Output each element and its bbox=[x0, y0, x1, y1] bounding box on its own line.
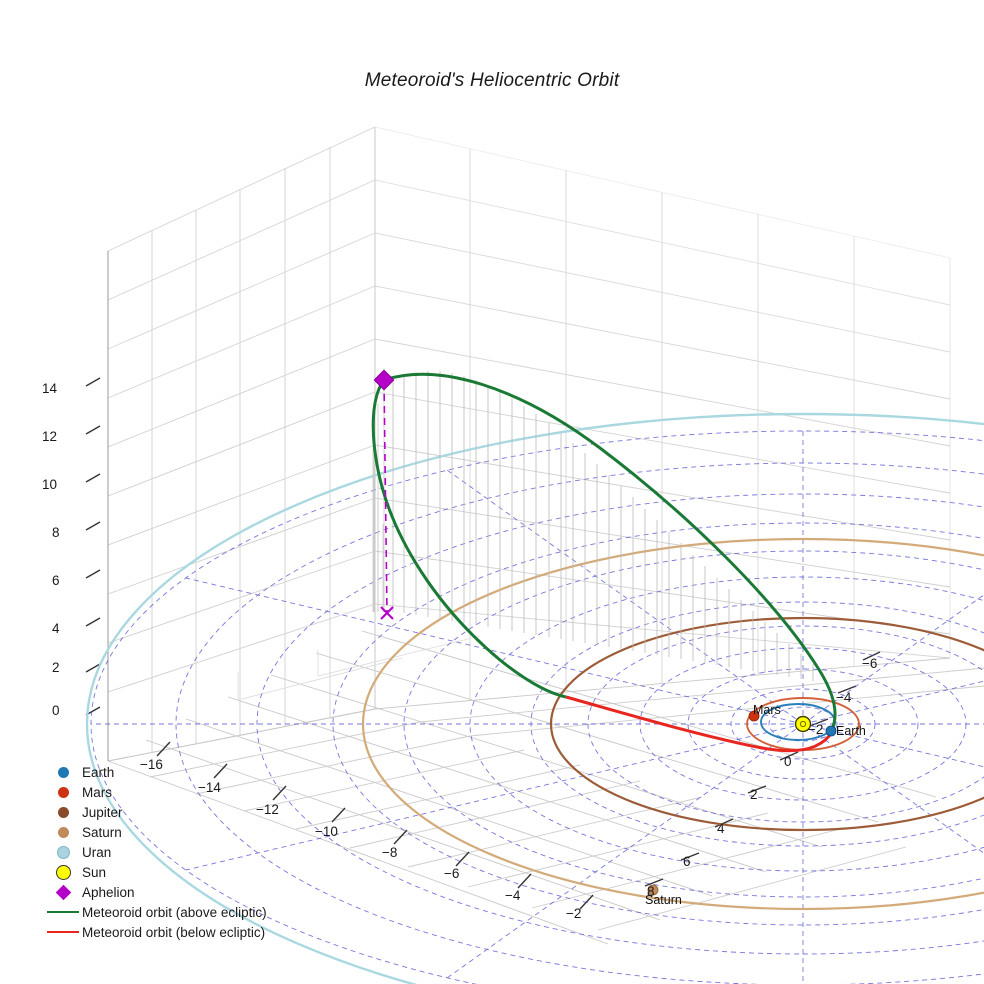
y-tick-4: 4 bbox=[717, 821, 725, 836]
uranus-marker-icon bbox=[44, 845, 82, 859]
y-tick-2: 2 bbox=[750, 787, 758, 802]
pane-left-wall bbox=[107, 126, 376, 762]
legend-item-aphelion[interactable]: Aphelion bbox=[44, 882, 344, 902]
axis-spines bbox=[85, 251, 881, 910]
pane-right-wall bbox=[374, 126, 951, 709]
y-tick-m6: −6 bbox=[862, 656, 878, 671]
y-tick-m4: −4 bbox=[836, 690, 852, 705]
x-tick-m14: −14 bbox=[198, 780, 221, 795]
aphelion-marker bbox=[373, 369, 395, 391]
aphelion-drop-line bbox=[383, 381, 388, 613]
legend-label-orbit-below: Meteoroid orbit (below ecliptic) bbox=[82, 924, 266, 940]
x-tick-m2: −2 bbox=[566, 906, 582, 921]
z-tick-14: 14 bbox=[42, 381, 58, 396]
x-tick-m8: −8 bbox=[382, 845, 398, 860]
y-tick-6: 6 bbox=[683, 854, 691, 869]
legend-label-uranus: Uran bbox=[82, 844, 112, 860]
legend-item-sun[interactable]: Sun bbox=[44, 862, 344, 882]
marker-saturn bbox=[647, 884, 659, 896]
legend: Earth Mars Jupiter Saturn Uran bbox=[44, 762, 344, 942]
meteoroid-orbit-below-ecliptic bbox=[565, 695, 834, 753]
body-label-saturn: Saturn bbox=[645, 893, 682, 907]
y-tick-0: 0 bbox=[784, 754, 792, 769]
z-tick-8: 8 bbox=[52, 525, 60, 540]
polar-grid bbox=[90, 430, 984, 984]
mars-marker-icon bbox=[44, 786, 82, 798]
green-line-icon bbox=[44, 911, 82, 913]
red-line-icon bbox=[44, 931, 82, 933]
legend-item-uranus[interactable]: Uran bbox=[44, 842, 344, 862]
orbit-projection-stems bbox=[372, 371, 814, 681]
legend-item-orbit-above[interactable]: Meteoroid orbit (above ecliptic) bbox=[44, 902, 344, 922]
legend-item-orbit-below[interactable]: Meteoroid orbit (below ecliptic) bbox=[44, 922, 344, 942]
legend-label-aphelion: Aphelion bbox=[82, 884, 135, 900]
saturn-marker-icon bbox=[44, 826, 82, 838]
legend-label-saturn: Saturn bbox=[82, 824, 122, 840]
legend-label-jupiter: Jupiter bbox=[82, 804, 123, 820]
legend-item-earth[interactable]: Earth bbox=[44, 762, 344, 782]
legend-label-mars: Mars bbox=[82, 784, 112, 800]
aphelion-ground-marker bbox=[380, 606, 394, 620]
marker-mars bbox=[748, 710, 760, 722]
legend-item-jupiter[interactable]: Jupiter bbox=[44, 802, 344, 822]
x-tick-m6: −6 bbox=[444, 866, 460, 881]
jupiter-marker-icon bbox=[44, 806, 82, 818]
sun-marker-icon bbox=[44, 864, 82, 880]
z-tick-2: 2 bbox=[52, 660, 60, 675]
x-tick-m4: −4 bbox=[505, 888, 521, 903]
x-tick-m16: −16 bbox=[140, 757, 163, 772]
pane-floor-shelf bbox=[237, 635, 481, 701]
z-tick-0: 0 bbox=[52, 703, 60, 718]
chart-title: Meteoroid's Heliocentric Orbit bbox=[364, 70, 620, 91]
x-tick-m12: −12 bbox=[256, 802, 279, 817]
z-tick-10: 10 bbox=[42, 477, 58, 492]
legend-item-mars[interactable]: Mars bbox=[44, 782, 344, 802]
y-tick-8: 8 bbox=[647, 884, 655, 899]
aphelion-diamond-icon bbox=[44, 884, 82, 900]
marker-sun bbox=[794, 715, 812, 733]
orbit-uranus bbox=[86, 412, 984, 984]
legend-label-sun: Sun bbox=[82, 864, 107, 880]
x-tick-m10: −10 bbox=[315, 824, 338, 839]
legend-label-orbit-above: Meteoroid orbit (above ecliptic) bbox=[82, 904, 267, 920]
body-label-mars: Mars bbox=[753, 703, 781, 717]
z-tick-12: 12 bbox=[42, 429, 58, 444]
body-label-earth: Earth bbox=[836, 724, 866, 738]
orbit-saturn bbox=[362, 537, 984, 911]
marker-earth bbox=[825, 725, 837, 737]
legend-item-saturn[interactable]: Saturn bbox=[44, 822, 344, 842]
earth-marker-icon bbox=[44, 766, 82, 778]
legend-label-earth: Earth bbox=[82, 764, 115, 780]
z-tick-4: 4 bbox=[52, 621, 60, 636]
meteoroid-orbit-above-ecliptic bbox=[371, 372, 837, 730]
y-tick-m2: −2 bbox=[808, 722, 824, 737]
orbit-jupiter bbox=[549, 616, 984, 832]
z-tick-6: 6 bbox=[52, 573, 60, 588]
